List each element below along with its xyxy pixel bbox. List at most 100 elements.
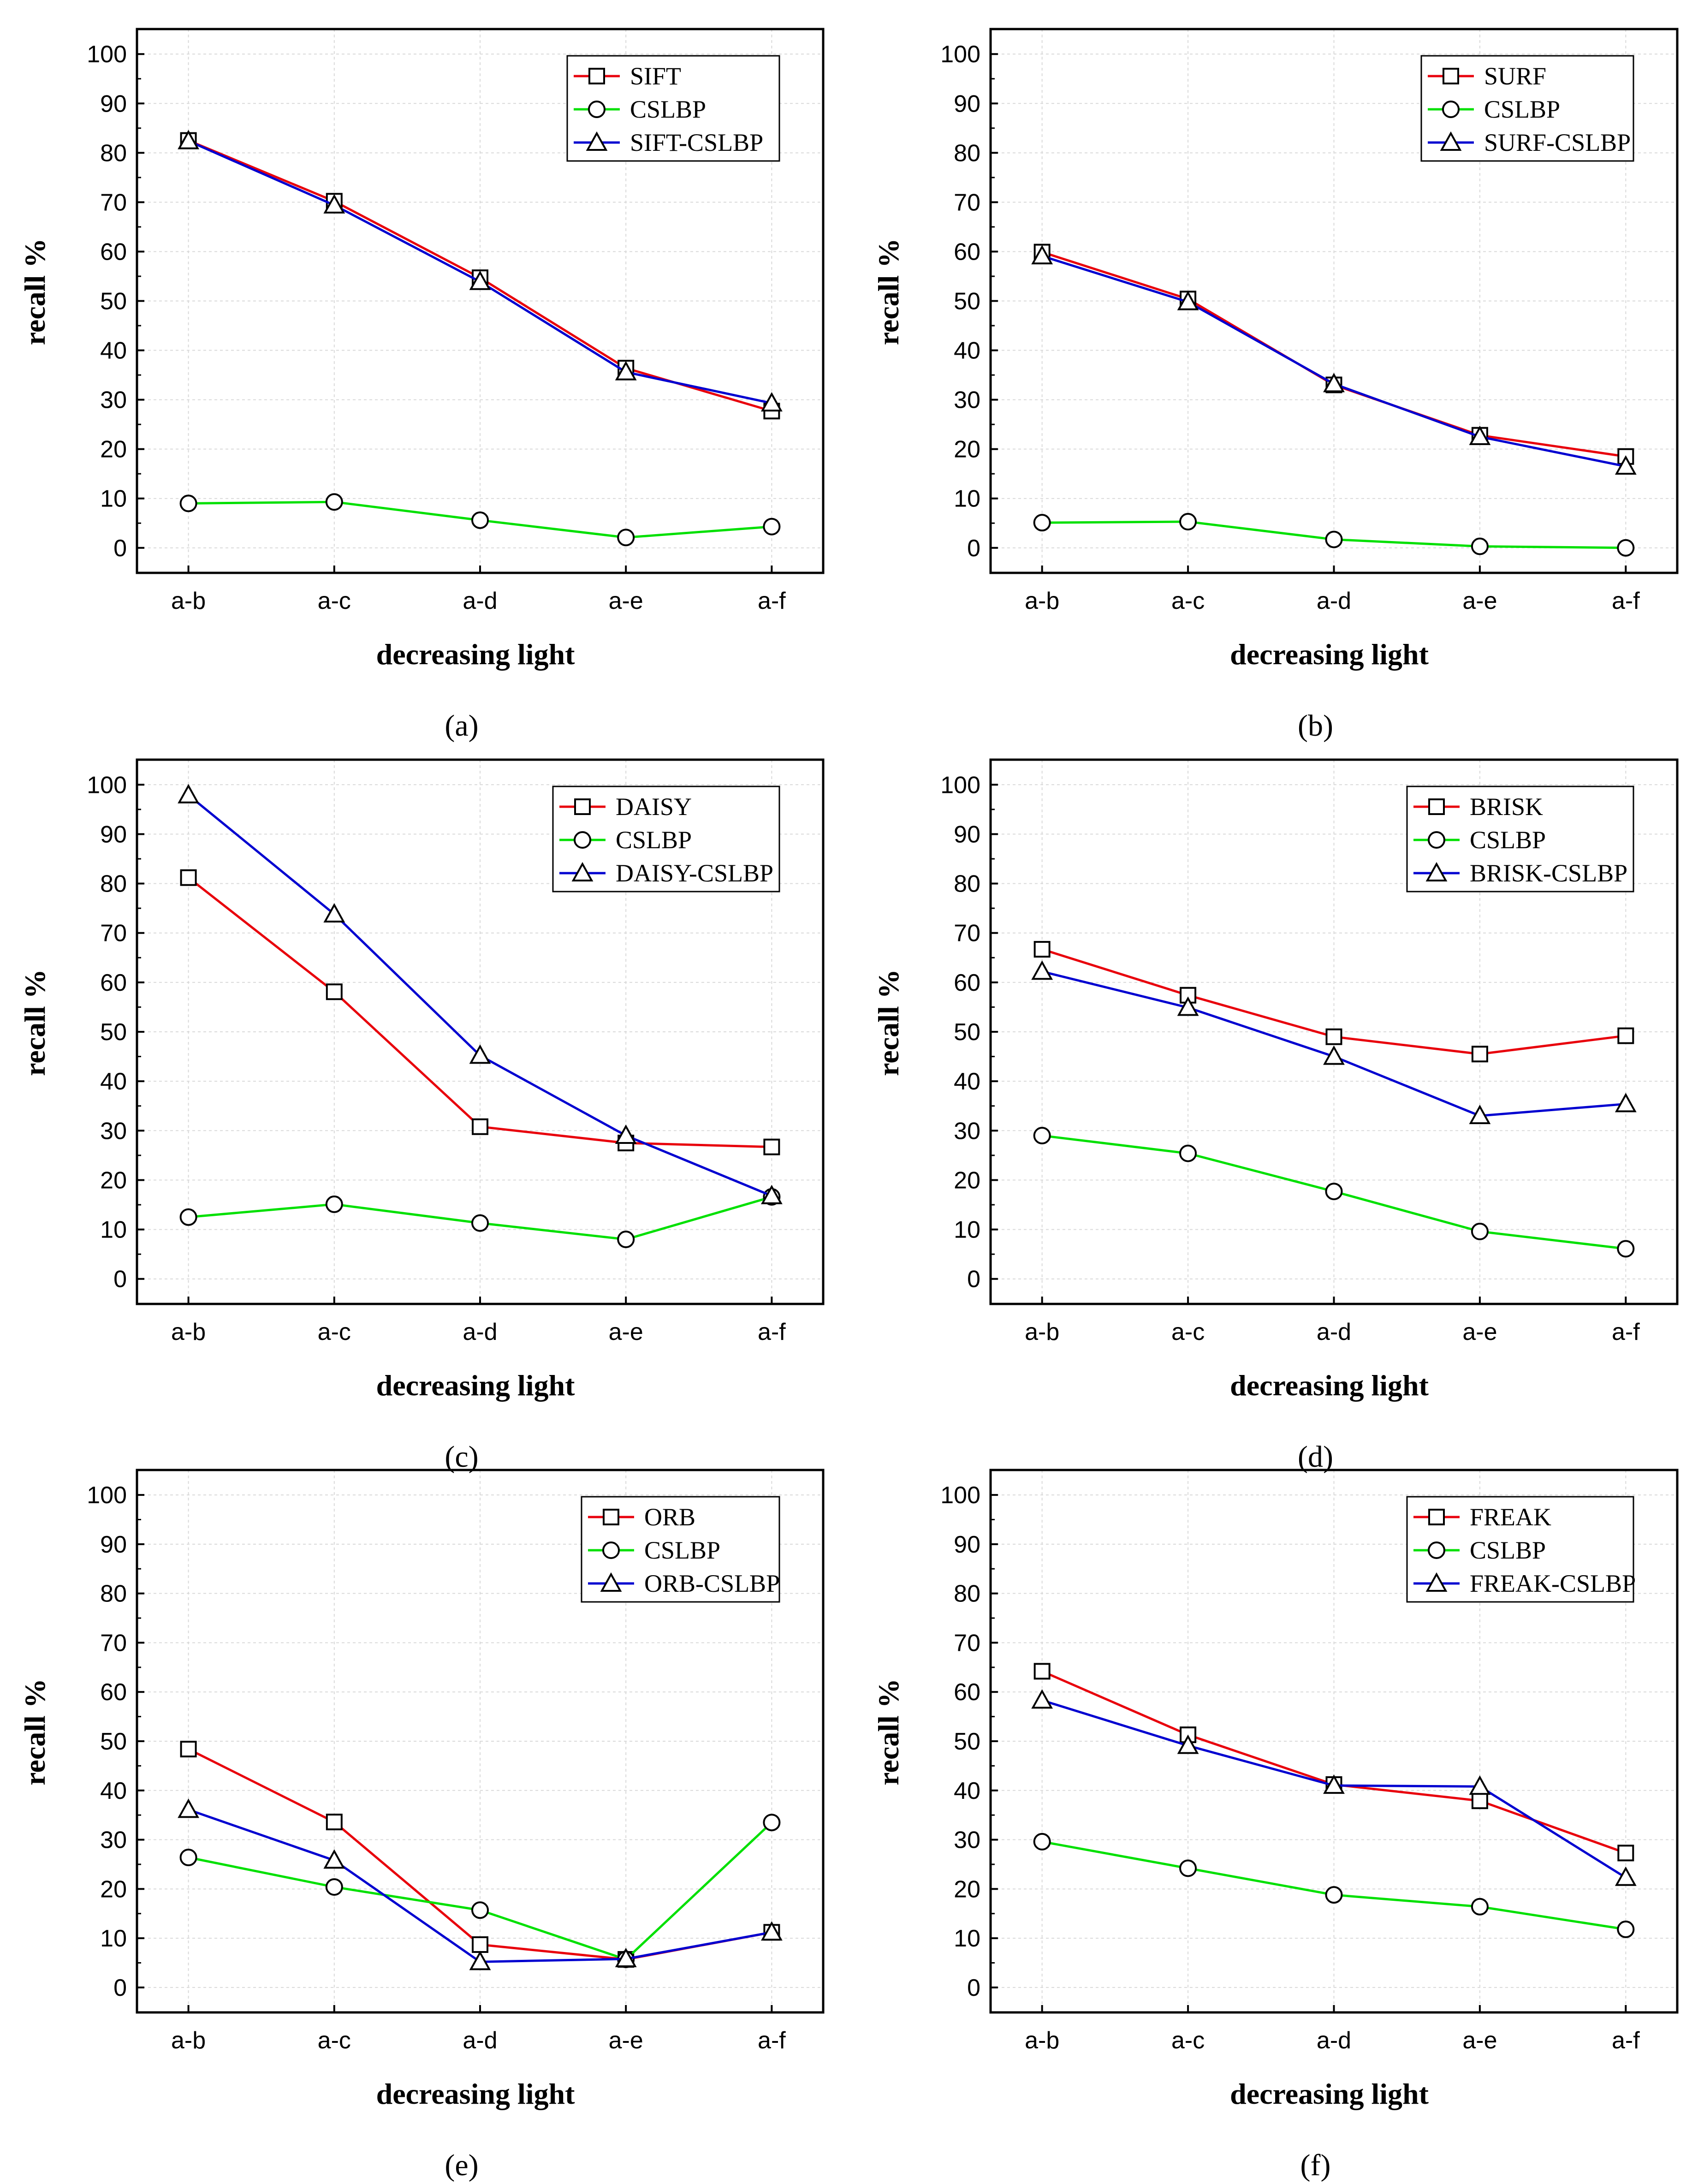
data-point [1615, 1093, 1637, 1113]
data-point [1179, 1859, 1197, 1877]
y-tick-label: 60 [100, 1679, 127, 1706]
data-point [323, 1849, 345, 1869]
y-tick-label: 50 [100, 288, 127, 315]
legend: BRISK CSLBP BRISK-CSLBP [1406, 786, 1634, 893]
series-brisk-cslbp [1031, 960, 1637, 1125]
data-point [471, 1214, 489, 1232]
y-tick-label: 60 [954, 970, 980, 996]
data-point [1469, 425, 1491, 445]
x-tick-label: a-e [1462, 1319, 1497, 1345]
legend: SURF CSLBP SURF-CSLBP [1420, 55, 1634, 162]
x-tick-label: a-c [1171, 2027, 1205, 2054]
x-tick-label: a-b [171, 1319, 206, 1345]
y-tick-label: 20 [954, 436, 980, 463]
legend-label: FREAK [1470, 1503, 1551, 1531]
legend-label: CSLBP [1470, 826, 1546, 854]
data-point [323, 194, 345, 214]
legend-label: ORB-CSLBP [644, 1570, 780, 1597]
data-point [325, 1878, 343, 1896]
data-point [325, 493, 343, 511]
data-point [763, 518, 781, 536]
y-tick-label: 30 [100, 1827, 127, 1854]
x-tick-label: a-d [1317, 588, 1351, 614]
y-tick-label: 10 [100, 1925, 127, 1952]
data-point [1031, 960, 1053, 980]
panel-caption: (f) [1300, 2148, 1331, 2182]
chart-panel-a: 0 10 20 30 40 50 60 70 80 90 100 a-b a-c a-d a-e a-f dec… [18, 28, 825, 743]
legend-label: CSLBP [644, 1536, 720, 1564]
y-tick-label: 40 [954, 338, 980, 364]
y-tick-label: 10 [954, 1217, 980, 1244]
data-point [763, 1814, 781, 1832]
x-tick-label: a-d [1317, 2027, 1351, 2054]
y-tick-label: 50 [100, 1728, 127, 1755]
panel-caption: (c) [445, 1440, 478, 1474]
series-surf [1033, 244, 1634, 465]
data-point [1031, 1689, 1053, 1709]
data-point [469, 1951, 491, 1970]
series-cslbp [179, 493, 781, 547]
data-point [1469, 1775, 1491, 1795]
data-point [1617, 539, 1635, 557]
data-point [179, 1208, 197, 1226]
data-point [617, 1231, 635, 1249]
legend: FREAK CSLBP FREAK-CSLBP [1406, 1496, 1636, 1603]
data-point [472, 1936, 488, 1953]
x-tick-label: a-f [1612, 588, 1640, 614]
data-point [178, 1798, 199, 1818]
y-tick-label: 50 [100, 1019, 127, 1046]
legend-marker [1428, 1541, 1445, 1559]
x-tick-label: a-d [1317, 1319, 1351, 1345]
x-tick-label: a-c [1171, 1319, 1205, 1345]
data-point [1033, 1833, 1051, 1851]
series-cslbp [1033, 1833, 1635, 1938]
y-tick-label: 80 [954, 1581, 980, 1607]
data-point [1033, 514, 1051, 532]
y-tick-label: 20 [954, 1167, 980, 1194]
x-tick-label: a-e [609, 588, 643, 614]
legend-marker [574, 831, 591, 849]
y-axis-title: recall % [18, 1678, 51, 1785]
y-axis-title: recall % [872, 1678, 905, 1785]
y-tick-label: 10 [954, 486, 980, 512]
legend-label: FREAK-CSLBP [1470, 1570, 1636, 1597]
x-tick-label: a-d [463, 2027, 497, 2054]
y-tick-label: 100 [87, 772, 127, 798]
y-tick-label: 80 [100, 871, 127, 898]
series-cslbp [1033, 1127, 1635, 1258]
data-point [1471, 1898, 1489, 1916]
data-point [179, 494, 197, 512]
data-point [1469, 1105, 1491, 1125]
data-point [1617, 1027, 1634, 1044]
y-tick-label: 40 [954, 1778, 980, 1804]
legend-marker [574, 798, 591, 815]
data-point [471, 511, 489, 529]
data-point [617, 529, 635, 547]
legend-marker [603, 1509, 619, 1525]
x-axis-title: decreasing light [1230, 2077, 1429, 2110]
legend-label: SURF [1484, 62, 1546, 90]
data-point [471, 1901, 489, 1919]
data-point [1031, 244, 1053, 265]
legend-marker [1428, 798, 1445, 815]
data-point [1033, 1127, 1051, 1145]
data-point [1323, 1774, 1345, 1794]
y-tick-label: 20 [100, 1876, 127, 1903]
chart-panel-b: 0 10 20 30 40 50 60 70 80 90 100 a-b a-c a-d a-e a-f dec… [872, 28, 1679, 743]
y-tick-label: 80 [100, 1581, 127, 1607]
y-tick-label: 80 [954, 140, 980, 167]
data-point [615, 361, 637, 381]
data-point [178, 784, 199, 803]
x-tick-label: a-b [171, 588, 206, 614]
series-surf-cslbp [1031, 244, 1637, 475]
data-point [323, 903, 345, 922]
y-tick-label: 50 [954, 1728, 980, 1755]
legend-label: BRISK [1470, 793, 1543, 821]
y-axis-title: recall % [872, 238, 905, 345]
chart-panel-d: 0 10 20 30 40 50 60 70 80 90 100 a-b a-c a-d a-e a-f dec… [872, 758, 1679, 1474]
chart-panel-f: 0 10 20 30 40 50 60 70 80 90 100 a-b a-c a-d a-e a-f dec… [872, 1469, 1679, 2182]
data-point [1177, 291, 1199, 310]
data-point [1325, 1886, 1343, 1904]
data-point [1177, 1734, 1199, 1754]
y-tick-label: 20 [100, 1167, 127, 1194]
